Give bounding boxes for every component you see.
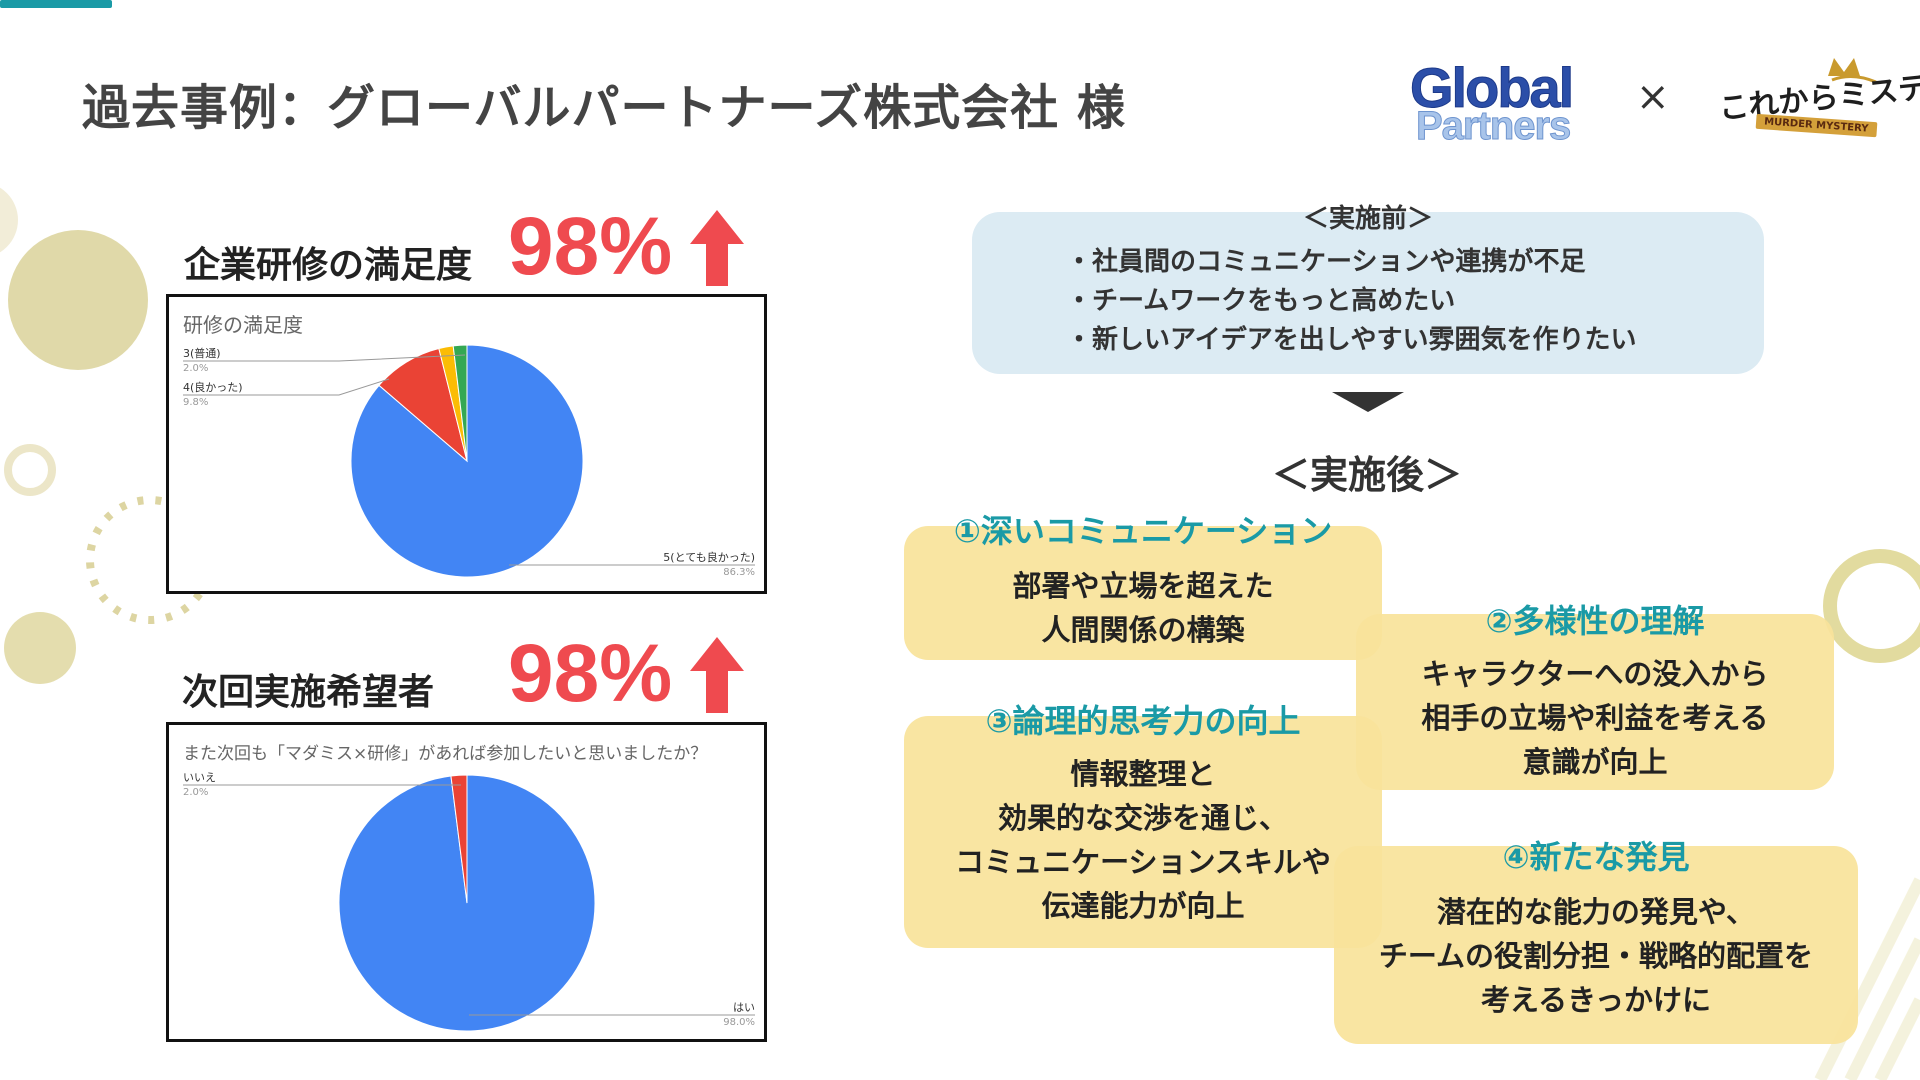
leader-line <box>183 378 390 396</box>
card-communication <box>904 526 1382 660</box>
leader-line <box>183 354 466 362</box>
pie-slice <box>450 774 468 904</box>
korekara-mystery-logo: これからミステリー MURDER MYSTERY <box>1712 48 1920 144</box>
card-body: 情報整理と 効果的な交渉を通じ、 コミュニケーションスキルや 伝達能力が向上 <box>955 757 1331 923</box>
card-heading: ③論理的思考力の向上 <box>985 702 1301 740</box>
card-discovery <box>1334 846 1858 1044</box>
after-title: ＜実施後＞ <box>1272 453 1463 497</box>
card-heading: ④新たな発見 <box>1502 838 1690 876</box>
pie-value-label: 2.0% <box>183 363 208 374</box>
global-partners-logo: Global Partners <box>1409 56 1574 149</box>
pie-value-label: 2.0% <box>183 787 208 798</box>
before-item: ・社員間のコミュニケーションや連携が不足 <box>1066 247 1586 277</box>
card-logical-thinking <box>904 716 1382 948</box>
before-item: ・新しいアイデアを出しやすい雰囲気を作りたい <box>1066 325 1637 355</box>
pie-label: いいえ <box>183 771 216 784</box>
card-heading: ②多様性の理解 <box>1485 602 1705 640</box>
down-arrow-icon <box>1332 392 1404 412</box>
before-item: ・チームワークをもっと高めたい <box>1066 286 1456 316</box>
satisfaction-chart: 研修の満足度 3(普通) 2.0% 4(良かった) 9.8% 5(とても良かった) 86.… <box>166 294 767 594</box>
page-title: 過去事例：グローバルパートナーズ株式会社 様 <box>82 80 1126 136</box>
card-body: キャラクターへの没入から 相手の立場や利益を考える 意識が向上 <box>1421 657 1769 779</box>
before-panel <box>972 212 1764 374</box>
next-wish-label: 次回実施希望者 <box>182 672 435 713</box>
before-title: ＜実施前＞ <box>1302 204 1433 234</box>
pie-label: はい <box>733 1001 755 1014</box>
chart-title: 研修の満足度 <box>183 313 303 337</box>
arrow-up-icon <box>690 637 744 713</box>
before-list: ・社員間のコミュニケーションや連携が不足 ・チームワークをもっと高めたい ・新し… <box>1066 243 1636 360</box>
pie-label: 5(とても良かった) <box>663 550 755 564</box>
pie-value-label: 9.8% <box>183 397 208 408</box>
satisfaction-percent: 98% <box>508 201 673 292</box>
card-body: 潜在的な能力の発見や、 チームの役割分担・戦略的配置を 考えるきっかけに <box>1378 895 1814 1017</box>
chart-title: また次回も「マダミス×研修」があれば参加したいと思いましたか？ <box>183 744 708 764</box>
pie-value-label: 86.3% <box>723 567 755 578</box>
next-wish-chart: また次回も「マダミス×研修」があれば参加したいと思いましたか？ いいえ 2.0% は… <box>166 722 767 1042</box>
pie-slice <box>452 344 468 462</box>
next-wish-percent: 98% <box>508 628 673 719</box>
satisfaction-label: 企業研修の満足度 <box>184 245 473 286</box>
pie-label: 4(良かった) <box>183 380 243 394</box>
card-diversity <box>1356 614 1834 790</box>
pie-label: 3(普通) <box>183 346 221 360</box>
card-body: 部署や立場を超えた 人間関係の構築 <box>1012 569 1274 647</box>
pie-value-label: 98.0% <box>723 1017 755 1028</box>
card-heading: ①深いコミュニケーション <box>953 512 1333 550</box>
accent-bar <box>0 0 112 8</box>
arrow-up-icon <box>690 210 744 286</box>
times-symbol: × <box>1636 74 1670 120</box>
